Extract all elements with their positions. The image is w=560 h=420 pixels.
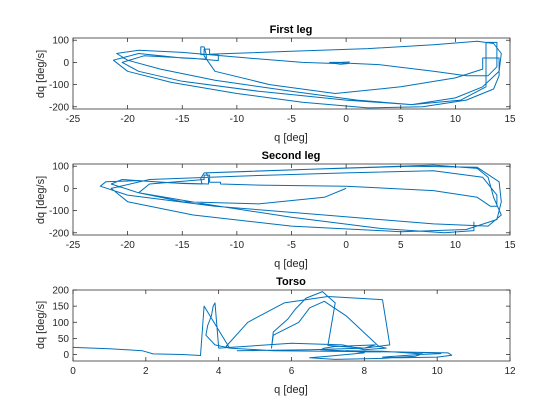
x-tick-label: -15 [175,114,190,125]
x-tick-label: 8 [362,366,368,377]
y-tick-label: -100 [49,206,69,217]
y-tick-label: 100 [52,162,69,173]
y-axis-label: dq [deg/s] [35,176,47,224]
y-axis-label: dq [deg/s] [35,50,47,98]
x-axis-label: q [deg] [274,384,308,396]
plot-area [73,38,510,109]
x-tick-label: 10 [450,240,462,251]
x-tick-label: 0 [343,240,349,251]
x-tick-label: 5 [398,240,404,251]
x-tick-label: 4 [216,366,222,377]
subplot-first-leg: First leg dq [deg/s] q [deg] -25 -20 -15 -1… [35,24,516,144]
y-axis-label: dq [deg/s] [35,301,47,349]
y-tick-label: 0 [63,58,69,69]
x-tick-label: -10 [230,114,245,125]
y-tick-label: 0 [63,350,69,361]
series-line [112,40,502,109]
x-tick-label: -20 [120,114,135,125]
plot-area [73,164,510,235]
x-tick-label: 10 [450,114,462,125]
x-tick-label: 15 [504,114,516,125]
y-tick-label: 150 [52,302,69,313]
y-tick-label: 100 [52,318,69,329]
subplot-title: Second leg [262,150,321,162]
y-tick-label: 50 [58,334,70,345]
y-tick-label: 100 [52,36,69,47]
x-tick-label: -10 [230,240,245,251]
x-tick-label: -5 [287,114,296,125]
subplot-second-leg: Second leg dq [deg/s] q [deg] -25 -20 -15 -… [35,150,516,270]
series-line [99,164,502,234]
x-tick-label: 10 [432,366,444,377]
y-tick-label: -200 [49,102,69,113]
x-tick-label: 6 [289,366,295,377]
x-axis-label: q [deg] [274,132,308,144]
y-tick-label: 200 [52,286,69,297]
x-tick-label: 5 [398,114,404,125]
x-tick-label: 12 [504,366,516,377]
x-tick-label: -20 [120,240,135,251]
subplot-title: First leg [270,24,313,36]
subplot-torso: Torso dq [deg/s] q [deg] 0 2 4 6 8 10 12 0 50 100… [35,276,516,396]
x-tick-label: 15 [504,240,516,251]
series-line [73,291,453,360]
x-tick-label: -5 [287,240,296,251]
y-tick-label: 0 [63,184,69,195]
x-axis-label: q [deg] [274,258,308,270]
x-tick-label: 0 [343,114,349,125]
y-tick-label: -100 [49,80,69,91]
x-tick-label: -25 [66,114,81,125]
x-tick-label: 2 [143,366,149,377]
y-tick-label: -200 [49,228,69,239]
x-tick-label: -15 [175,240,190,251]
x-tick-label: -25 [66,240,81,251]
subplot-title: Torso [276,276,306,288]
x-tick-label: 0 [70,366,76,377]
